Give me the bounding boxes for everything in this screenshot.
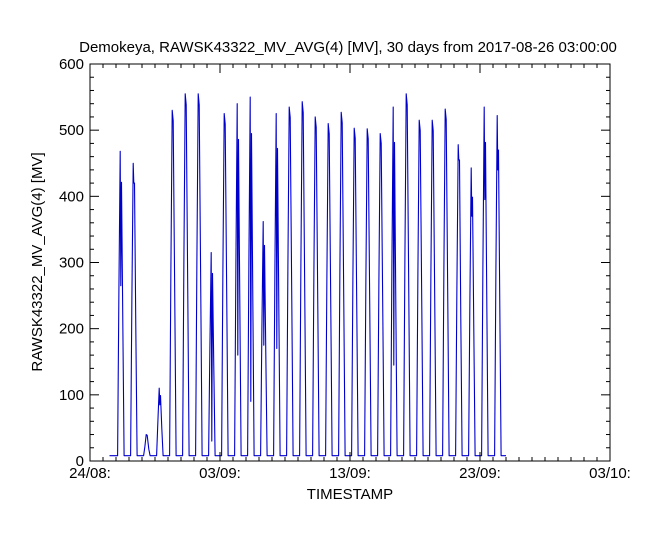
x-axis: 24/08: 03/09: 13/09: 23/09: 03/10:	[69, 64, 631, 482]
y-tick-label: 200	[59, 321, 84, 338]
x-tick-label: 23/09:	[459, 465, 501, 482]
series-line	[109, 93, 506, 457]
y-tick-label: 100	[59, 387, 84, 404]
y-tick-label: 500	[59, 122, 84, 139]
y-axis: 0 100 200 300 400 500 600	[59, 56, 610, 470]
x-tick-label: 03/09:	[199, 465, 241, 482]
y-tick-label: 300	[59, 255, 84, 272]
x-axis-label: TIMESTAMP	[307, 486, 393, 503]
y-tick-label: 0	[76, 453, 84, 470]
y-axis-label: RAWSK43322_MV_AVG(4) [MV]	[29, 152, 46, 371]
plot-frame	[89, 63, 611, 462]
x-tick-label: 24/08:	[69, 465, 111, 482]
x-tick-label: 13/09:	[329, 465, 371, 482]
chart-title: Demokeya, RAWSK43322_MV_AVG(4) [MV], 30 …	[79, 39, 617, 56]
plot-area	[89, 63, 611, 462]
y-tick-label: 400	[59, 188, 84, 205]
x-tick-label: 03/10:	[589, 465, 631, 482]
y-tick-label: 600	[59, 56, 84, 73]
